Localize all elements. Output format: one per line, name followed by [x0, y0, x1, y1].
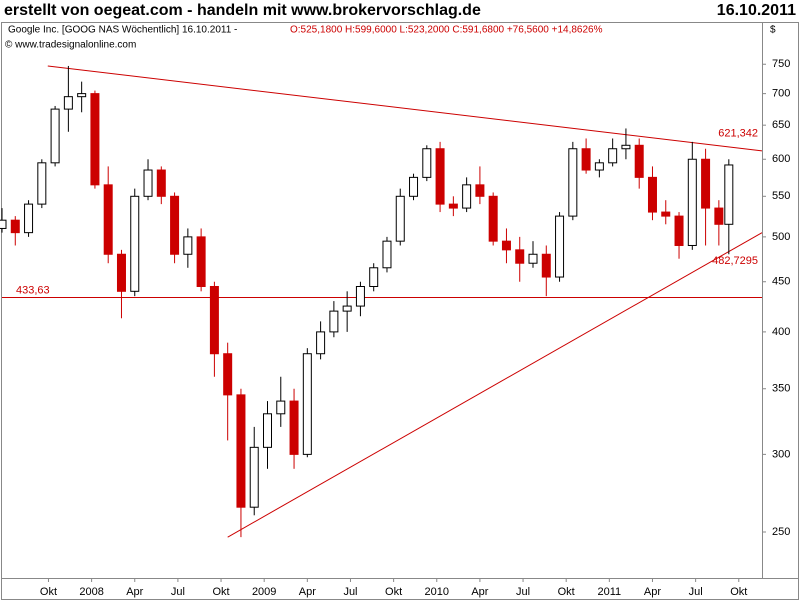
candle-body [209, 285, 219, 355]
x-tick-label: Apr [299, 586, 316, 598]
x-tick-label: Okt [212, 586, 229, 598]
currency: $ [770, 25, 776, 36]
candle-body [687, 158, 697, 246]
y-tick-label: 250 [772, 526, 790, 538]
x-tick-label: Apr [471, 586, 488, 598]
candle-body [236, 394, 246, 508]
candle-body [448, 203, 458, 209]
candle-body [674, 215, 684, 246]
candle-body [263, 413, 273, 448]
candle-body [249, 446, 259, 508]
candle-body [568, 148, 578, 217]
candle-body [515, 249, 525, 264]
y-tick-label: 300 [772, 448, 790, 460]
candle-body [714, 207, 724, 225]
candle-body [130, 195, 140, 292]
chart-title: erstellt von oegeat.com - handeln mit ww… [4, 2, 481, 19]
source: © www.tradesignalonline.com [5, 40, 136, 51]
candle-body [116, 253, 126, 292]
candle-body [170, 195, 180, 255]
x-tick-label: Jul [171, 586, 185, 598]
candle-body [581, 148, 591, 171]
y-tick-label: 650 [772, 119, 790, 131]
candle-body [395, 195, 405, 242]
candle-body [355, 285, 365, 307]
candle-body [528, 253, 538, 264]
y-tick-label: 500 [772, 231, 790, 243]
subtitle: Google Inc. [GOOG NAS Wöchentlich] 16.10… [8, 25, 237, 36]
chart-date: 16.10.2011 [717, 2, 796, 19]
x-tick-label: Okt [40, 586, 57, 598]
candle-body [276, 400, 286, 415]
candle-body [409, 176, 419, 197]
trend-line [227, 232, 763, 538]
x-tick-label: Jul [516, 586, 530, 598]
x-tick-label: Jul [343, 586, 357, 598]
candle-body [724, 164, 734, 225]
candle-body [621, 144, 631, 150]
candle-body [223, 353, 233, 396]
candle-body [289, 400, 299, 455]
candle-body [608, 148, 618, 164]
candle-body [435, 148, 445, 205]
x-tick-label: 2011 [598, 586, 622, 598]
candle-body [634, 144, 644, 178]
candle-body [369, 267, 379, 287]
candle-body [647, 176, 657, 213]
candle-body [63, 96, 73, 110]
candle-body [342, 305, 352, 312]
y-tick-label: 400 [772, 326, 790, 338]
candle-body [661, 211, 671, 217]
candle-body [50, 108, 60, 164]
y-tick-label: 350 [772, 383, 790, 395]
candle-body [24, 203, 34, 234]
candle-body [329, 310, 339, 333]
y-tick-label: 450 [772, 276, 790, 288]
trend-line [47, 65, 763, 152]
candle-body [555, 215, 565, 278]
candle-body [143, 169, 153, 197]
x-tick-label: 2009 [252, 586, 276, 598]
quote: O:525,1800 H:599,6000 L:523,2000 C:591,6… [290, 25, 603, 36]
candle-body [0, 219, 7, 229]
candle-body [90, 93, 100, 186]
candle-body [316, 331, 326, 355]
candle-body [103, 184, 113, 255]
x-tick-label: Okt [385, 586, 402, 598]
candle-body [77, 93, 87, 98]
x-tick-label: 2010 [425, 586, 449, 598]
x-tick-label: Jul [689, 586, 703, 598]
candle-body [382, 240, 392, 269]
y-tick-label: 750 [772, 58, 790, 70]
x-tick-label: Okt [730, 586, 747, 598]
x-tick-label: Apr [644, 586, 661, 598]
x-tick-label: Okt [558, 586, 575, 598]
candle-body [422, 148, 432, 178]
y-tick-label: 600 [772, 153, 790, 165]
candle-body [501, 240, 511, 251]
y-tick-label: 700 [772, 88, 790, 100]
support-label: 433,63 [16, 284, 50, 296]
candle-body [488, 195, 498, 242]
x-tick-label: 2008 [79, 586, 103, 598]
candle-body [10, 219, 20, 234]
candle-body [183, 236, 193, 255]
x-tick-label: Apr [126, 586, 143, 598]
candle-body [541, 253, 551, 278]
candle-body [594, 162, 604, 171]
candle-body [302, 353, 312, 455]
candle-body [701, 158, 711, 209]
candle-body [156, 169, 166, 197]
trend-label: 482,7295 [712, 255, 758, 267]
candle-body [462, 184, 472, 209]
candle-body [475, 184, 485, 197]
y-tick-label: 550 [772, 190, 790, 202]
candle-body [196, 236, 206, 287]
candle-body [37, 162, 47, 205]
trend-label: 621,342 [718, 127, 758, 139]
